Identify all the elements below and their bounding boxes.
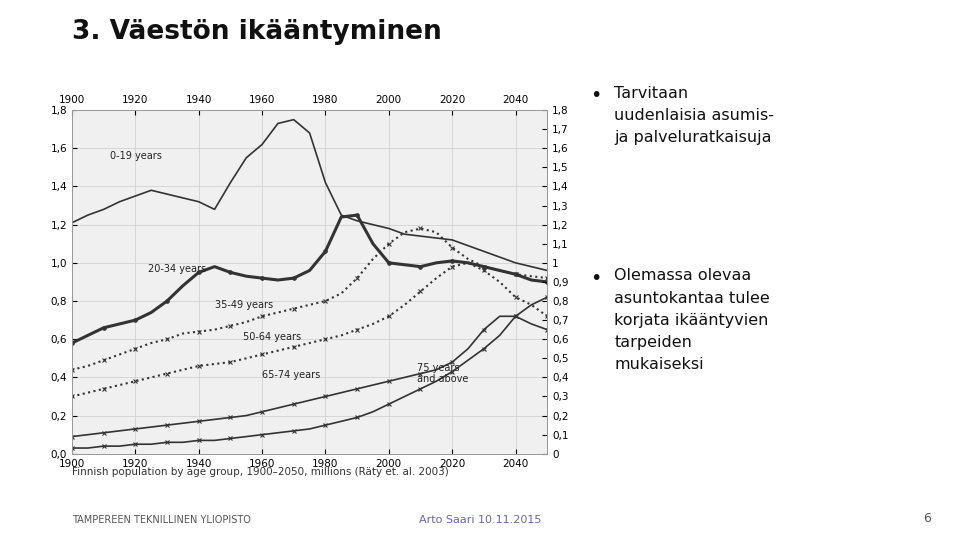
Text: Finnish population by age group, 1900–2050, millions (Räty et. al. 2003): Finnish population by age group, 1900–20… xyxy=(72,467,448,477)
Text: 0-19 years: 0-19 years xyxy=(110,151,162,161)
Text: 50-64 years: 50-64 years xyxy=(243,332,301,342)
Text: •: • xyxy=(590,268,602,287)
Text: Tarvitaan
uudenlaisia asumis-
ja palveluratkaisuja: Tarvitaan uudenlaisia asumis- ja palvelu… xyxy=(614,86,775,146)
Text: •: • xyxy=(590,86,602,105)
Text: 50: 50 xyxy=(878,24,922,53)
Text: TAMPEREEN TEKNILLINEN YLIOPISTO: TAMPEREEN TEKNILLINEN YLIOPISTO xyxy=(72,515,251,525)
Text: EST. 1965: EST. 1965 xyxy=(885,68,915,72)
Text: 75 years
and above: 75 years and above xyxy=(418,363,468,384)
Text: 6: 6 xyxy=(924,512,931,525)
Text: 20-34 years: 20-34 years xyxy=(148,264,206,273)
Text: 35-49 years: 35-49 years xyxy=(214,300,273,310)
Text: 3. Väestön ikääntyminen: 3. Väestön ikääntyminen xyxy=(72,19,442,45)
Text: 65-74 years: 65-74 years xyxy=(262,371,321,381)
Text: Olemassa olevaa
asuntokantaa tulee
korjata ikääntyvien
tarpeiden
mukaiseksi: Olemassa olevaa asuntokantaa tulee korja… xyxy=(614,268,770,372)
Text: Arto Saari 10.11.2015: Arto Saari 10.11.2015 xyxy=(419,515,541,525)
